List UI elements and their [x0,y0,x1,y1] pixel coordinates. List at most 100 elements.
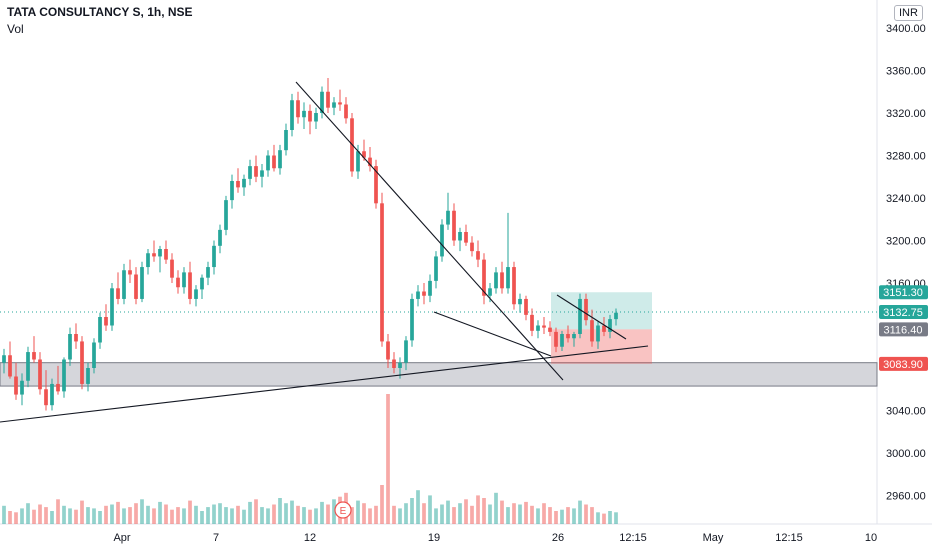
volume-bar [260,507,264,524]
candle-body [170,259,174,278]
time-tick-label: 7 [213,532,219,544]
volume-bar [164,504,168,524]
volume-bar [428,495,432,524]
trendline [0,345,649,423]
candle-body [266,155,270,171]
candle-body [104,317,108,326]
candle-body [470,242,474,252]
price-tick-label: 3000.00 [886,448,926,460]
candle-body [32,352,36,360]
volume-bar [608,511,612,524]
price-tick-label: 3200.00 [886,236,926,248]
volume-bar [170,509,174,524]
volume-bar [416,490,420,524]
volume-bar [278,498,282,524]
currency-badge[interactable]: INR [894,5,923,21]
candle-body [524,298,528,315]
candle-body [374,166,378,204]
time-tick-label: 12:15 [775,532,803,544]
price-tag-label: 3083.90 [883,359,923,371]
price-tag-label: 3116.40 [884,324,923,336]
volume-bar [44,507,48,524]
volume-bar [542,503,546,524]
volume-bar [470,505,474,524]
volume-bar [392,505,396,524]
candle-body [194,289,198,299]
volume-bar [146,505,150,524]
candles [2,77,618,411]
candle-body [122,270,126,299]
candle-body [128,270,132,275]
candle-body [26,352,30,381]
volume-bar [212,504,216,524]
price-tick-label: 3400.00 [886,23,926,35]
price-tag-label: 3151.30 [883,287,923,299]
volume-bar [26,503,30,524]
volume-bar [8,511,12,524]
candle-body [398,362,402,368]
volume-bar [206,507,210,524]
candle-body [110,288,114,326]
candle-body [602,325,606,332]
volume-bar [524,501,528,524]
candle-body [2,355,6,363]
volume-bar [374,505,378,524]
candle-body [386,341,390,360]
time-tick-label: 19 [428,532,440,544]
candle-body [440,224,444,257]
price-axis: 3400.00 3360.00 3320.00 3280.00 3240.00 3200.… [879,23,928,503]
volume-bar [254,499,258,524]
volume-bar [50,511,54,524]
volume-bar [200,511,204,524]
price-tick-label: 3280.00 [886,151,926,163]
volume-bar [584,504,588,524]
candle-body [338,102,342,105]
volume-bar [464,499,468,524]
trendline [295,81,564,381]
price-tag-label: 3132.75 [883,307,923,319]
volume-bar [296,505,300,524]
candle-body [314,113,318,122]
price-tag [879,285,928,300]
candle-body [248,166,252,179]
volume-bar [290,500,294,524]
volume-bar [578,500,582,524]
candle-body [98,317,102,343]
volume-bar [530,505,534,524]
volume-bar [56,499,60,524]
candle-body [416,291,420,299]
trendline [556,294,627,340]
candle-body [152,253,156,257]
candle-body [206,267,210,278]
candle-body [464,232,468,243]
candle-body [596,325,600,342]
volume-bar [596,512,600,524]
price-tick-label: 3040.00 [886,406,926,418]
candle-body [86,368,90,384]
price-tick-label: 3320.00 [886,108,926,120]
candle-body [56,383,60,392]
time-tick-label: Apr [113,532,130,544]
volume-bar [182,508,186,524]
volume-indicator-label[interactable]: Vol [7,22,24,36]
candle-body [392,359,396,368]
candle-body [302,110,306,118]
candle-body [332,102,336,108]
candle-body [68,334,72,360]
volume-bar [2,505,6,524]
volume-bar [92,508,96,524]
price-tick-label: 2960.00 [886,491,926,503]
time-tick-label: 12 [304,532,316,544]
volume-bar [512,503,516,524]
candle-body [134,274,138,299]
trendline [433,311,552,357]
volume-bar [104,505,108,524]
volume-bar [284,503,288,524]
volume-bar [302,507,306,524]
candle-body [584,298,588,321]
volume-bar [158,501,162,524]
candle-body [482,259,486,296]
volume-bar [32,509,36,524]
candle-body [446,210,450,225]
